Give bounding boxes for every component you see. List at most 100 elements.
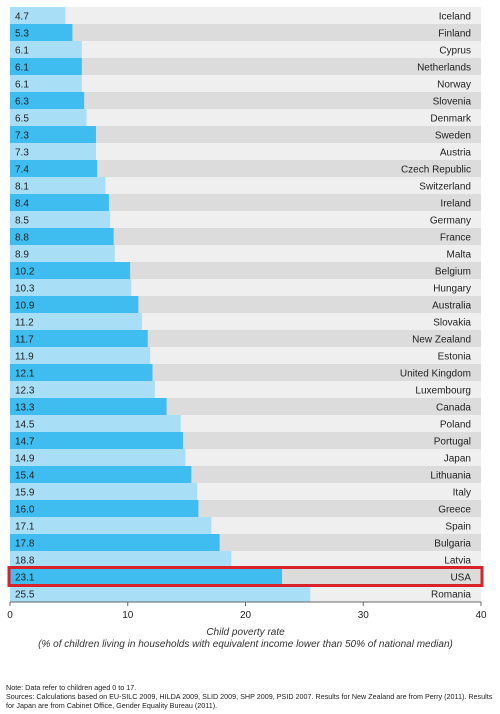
value-label-belgium: 10.2 [15, 267, 35, 278]
bar-norway [10, 75, 82, 92]
bar-luxembourg [10, 381, 155, 398]
value-label-austria: 7.3 [15, 148, 29, 159]
category-label-italy: Italy [453, 488, 471, 499]
row-track-switzerland [10, 177, 481, 194]
bar-poland [10, 415, 181, 432]
category-label-belgium: Belgium [435, 267, 471, 278]
value-label-estonia: 11.9 [15, 352, 34, 363]
value-label-luxembourg: 12.3 [15, 386, 35, 397]
category-label-greece: Greece [438, 505, 471, 516]
category-label-portugal: Portugal [434, 437, 471, 448]
category-label-new-zealand: New Zealand [412, 335, 471, 346]
category-label-japan: Japan [444, 454, 471, 465]
value-label-canada: 13.3 [15, 403, 35, 414]
value-label-malta: 8.9 [15, 250, 29, 261]
bar-sweden [10, 126, 96, 143]
x-axis-title: Child poverty rate [206, 627, 285, 638]
row-track-norway [10, 75, 481, 92]
row-track-ireland [10, 194, 481, 211]
category-label-bulgaria: Bulgaria [434, 539, 471, 550]
note-text: Note: Data refer to children aged 0 to 1… [6, 683, 137, 692]
category-label-austria: Austria [440, 148, 472, 159]
value-label-japan: 14.9 [15, 454, 35, 465]
bar-italy [10, 483, 198, 500]
value-label-usa: 23.1 [15, 573, 35, 584]
value-label-slovenia: 6.3 [15, 97, 29, 108]
value-label-lithuania: 15.4 [15, 471, 35, 482]
value-label-greece: 16.0 [15, 505, 35, 516]
value-label-bulgaria: 17.8 [15, 539, 35, 550]
category-label-canada: Canada [436, 403, 471, 414]
value-label-czech-republic: 7.4 [15, 165, 29, 176]
value-label-switzerland: 8.1 [15, 182, 29, 193]
bar-switzerland [10, 177, 106, 194]
row-track-sweden [10, 126, 481, 143]
row-track-malta [10, 245, 481, 262]
x-tick-label-10: 10 [122, 610, 134, 621]
value-label-hungary: 10.3 [15, 284, 35, 295]
bar-bulgaria [10, 534, 220, 551]
value-label-germany: 8.5 [15, 216, 29, 227]
value-label-slovakia: 11.2 [15, 318, 34, 329]
value-label-latvia: 18.8 [15, 556, 35, 567]
bar-belgium [10, 262, 131, 279]
bar-ireland [10, 194, 109, 211]
bar-latvia [10, 551, 232, 568]
category-label-slovenia: Slovenia [433, 97, 472, 108]
row-track-czech-republic [10, 160, 481, 177]
bar-lithuania [10, 466, 192, 483]
x-tick-label-30: 30 [358, 610, 370, 621]
value-label-cyprus: 6.1 [15, 46, 29, 57]
bar-cyprus [10, 41, 82, 58]
category-label-usa: USA [450, 573, 471, 584]
category-label-lithuania: Lithuania [430, 471, 471, 482]
category-label-norway: Norway [437, 80, 471, 91]
x-tick-label-0: 0 [7, 610, 13, 621]
bar-canada [10, 398, 167, 415]
row-track-netherlands [10, 58, 481, 75]
category-label-netherlands: Netherlands [417, 63, 471, 74]
value-label-sweden: 7.3 [15, 131, 29, 142]
category-label-luxembourg: Luxembourg [415, 386, 471, 397]
category-label-sweden: Sweden [435, 131, 471, 142]
bar-hungary [10, 279, 132, 296]
value-label-netherlands: 6.1 [15, 63, 29, 74]
category-label-germany: Germany [430, 216, 471, 227]
bar-malta [10, 245, 115, 262]
bar-germany [10, 211, 111, 228]
value-label-spain: 17.1 [15, 522, 35, 533]
category-label-cyprus: Cyprus [439, 46, 471, 57]
row-track-cyprus [10, 41, 481, 58]
row-track-finland [10, 24, 481, 41]
value-label-denmark: 6.5 [15, 114, 29, 125]
category-label-australia: Australia [432, 301, 471, 312]
category-label-estonia: Estonia [438, 352, 472, 363]
category-label-france: France [440, 233, 472, 244]
x-tick-label-20: 20 [240, 610, 252, 621]
value-label-poland: 14.5 [15, 420, 35, 431]
bar-spain [10, 517, 212, 534]
category-label-slovakia: Slovakia [433, 318, 471, 329]
bar-usa [10, 568, 283, 585]
bar-denmark [10, 109, 87, 126]
x-axis-subtitle: (% of children living in households with… [38, 639, 453, 650]
category-label-poland: Poland [440, 420, 471, 431]
row-track-slovenia [10, 92, 481, 109]
category-label-czech-republic: Czech Republic [401, 165, 471, 176]
bar-iceland [10, 7, 66, 24]
category-label-latvia: Latvia [444, 556, 471, 567]
value-label-ireland: 8.4 [15, 199, 29, 210]
value-label-united-kingdom: 12.1 [15, 369, 35, 380]
category-label-finland: Finland [438, 29, 471, 40]
bar-netherlands [10, 58, 82, 75]
highlight-box [7, 566, 484, 587]
bar-australia [10, 296, 139, 313]
value-label-new-zealand: 11.7 [15, 335, 34, 346]
category-label-spain: Spain [445, 522, 471, 533]
bar-slovenia [10, 92, 85, 109]
row-track-austria [10, 143, 481, 160]
category-label-malta: Malta [447, 250, 472, 261]
category-label-romania: Romania [431, 590, 471, 601]
value-label-australia: 10.9 [15, 301, 35, 312]
